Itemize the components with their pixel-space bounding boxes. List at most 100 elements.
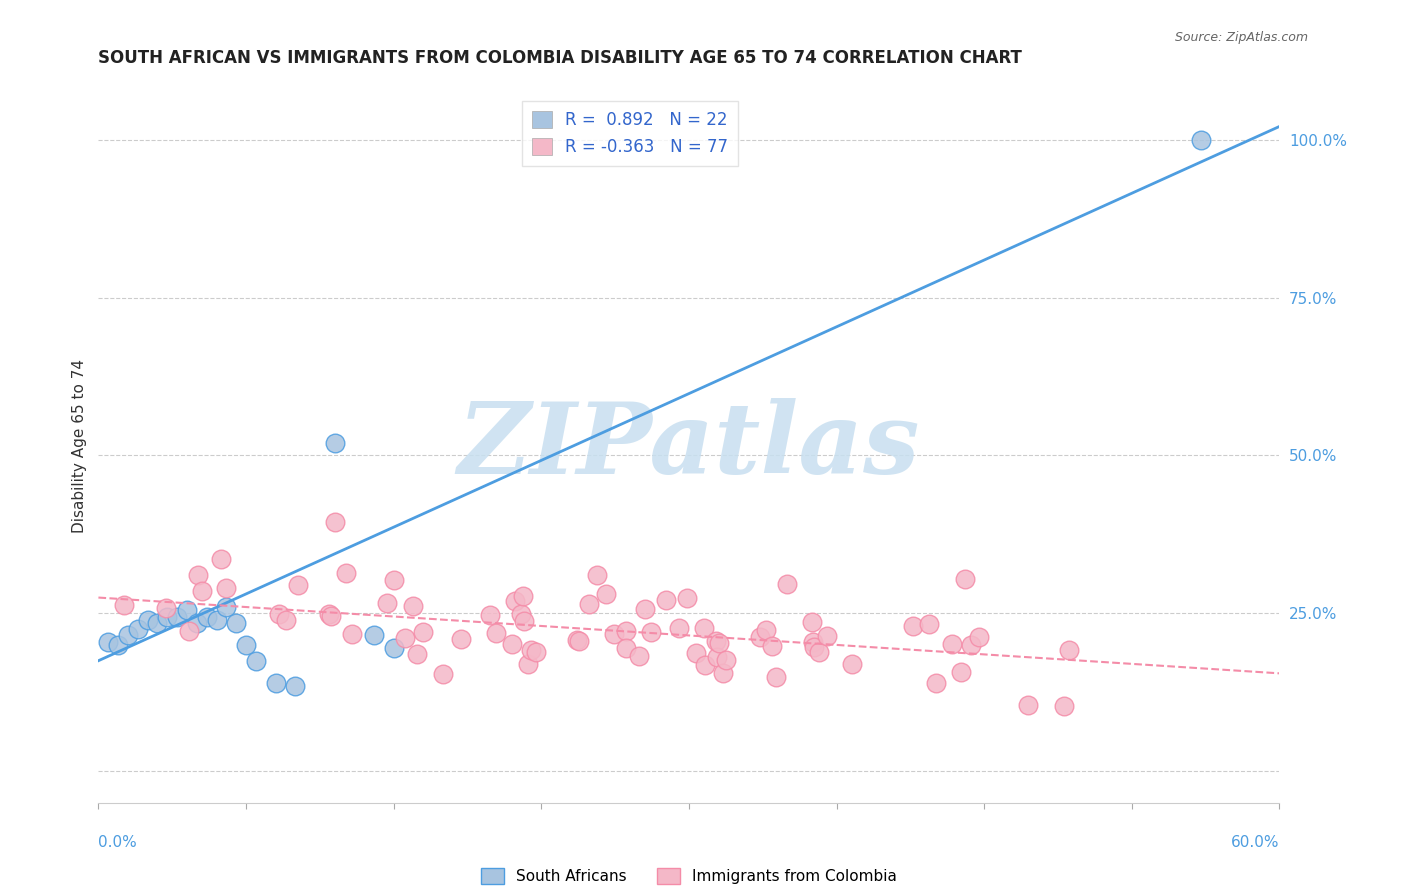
Point (1017, 698, 1039, 713)
Point (363, 628, 385, 642)
Point (406, 647, 429, 661)
Point (595, 587, 617, 601)
Point (176, 603, 198, 617)
Point (127, 622, 149, 636)
Point (503, 593, 526, 607)
Point (323, 515, 346, 529)
Point (501, 637, 523, 651)
Point (136, 613, 159, 627)
Point (953, 572, 976, 586)
Point (807, 645, 830, 659)
Point (146, 615, 169, 630)
Point (711, 666, 734, 681)
Point (264, 675, 287, 690)
Point (509, 607, 531, 621)
Point (412, 625, 434, 640)
Point (628, 648, 651, 663)
Point (215, 581, 238, 595)
Point (156, 609, 179, 624)
Point (269, 607, 291, 621)
Point (342, 626, 364, 640)
Point (692, 621, 714, 635)
Point (640, 624, 662, 639)
Point (1053, 699, 1076, 714)
Point (1057, 643, 1080, 657)
Point (960, 638, 983, 652)
Legend: R =  0.892   N = 22, R = -0.363   N = 77: R = 0.892 N = 22, R = -0.363 N = 77 (522, 101, 738, 166)
Point (903, 619, 925, 633)
Point (668, 621, 690, 635)
Point (676, 591, 699, 605)
Point (695, 658, 717, 673)
Point (761, 639, 783, 653)
Point (749, 631, 772, 645)
Point (117, 628, 139, 642)
Point (918, 616, 941, 631)
Point (704, 633, 727, 648)
Point (765, 670, 787, 684)
Point (190, 584, 212, 599)
Y-axis label: Disability Age 65 to 74: Disability Age 65 to 74 (72, 359, 87, 533)
Point (578, 597, 600, 611)
Point (755, 623, 778, 637)
Point (520, 643, 543, 657)
Point (603, 627, 626, 641)
Point (616, 641, 638, 656)
Point (335, 566, 357, 581)
Point (815, 629, 838, 643)
Point (967, 630, 990, 644)
Point (274, 613, 297, 627)
Point (382, 641, 405, 656)
Point (706, 650, 728, 665)
Point (323, 435, 346, 450)
Point (709, 636, 731, 650)
Point (319, 609, 342, 624)
Point (187, 567, 209, 582)
Point (112, 598, 135, 612)
Point (155, 600, 177, 615)
Point (634, 602, 657, 616)
Point (568, 633, 591, 648)
Point (801, 615, 824, 629)
Text: Source: ZipAtlas.com: Source: ZipAtlas.com (1174, 31, 1308, 45)
Point (186, 615, 208, 630)
Point (803, 640, 825, 654)
Point (776, 576, 799, 591)
Point (384, 573, 406, 587)
Point (685, 646, 707, 660)
Point (517, 657, 540, 672)
Point (565, 632, 588, 647)
Point (524, 645, 547, 659)
Point (394, 632, 416, 646)
Point (235, 638, 257, 652)
Point (450, 632, 472, 647)
Point (479, 607, 502, 622)
Point (841, 657, 863, 671)
Point (485, 625, 508, 640)
Text: ZIPatlas: ZIPatlas (458, 398, 920, 494)
Point (209, 551, 232, 566)
Point (655, 593, 678, 607)
Point (205, 613, 228, 627)
Point (432, 666, 454, 681)
Point (287, 578, 309, 592)
Point (166, 609, 188, 624)
Point (801, 635, 824, 649)
Point (512, 589, 534, 603)
Point (245, 654, 267, 668)
Text: 0.0%: 0.0% (98, 836, 138, 850)
Point (512, 614, 534, 628)
Point (97, 634, 120, 648)
Point (586, 568, 609, 582)
Point (107, 638, 129, 652)
Point (401, 599, 423, 613)
Point (925, 676, 948, 690)
Point (375, 596, 398, 610)
Point (318, 607, 340, 621)
Point (950, 665, 973, 679)
Point (716, 653, 738, 667)
Point (215, 600, 238, 615)
Point (195, 609, 218, 624)
Point (614, 624, 637, 639)
Point (284, 679, 307, 693)
